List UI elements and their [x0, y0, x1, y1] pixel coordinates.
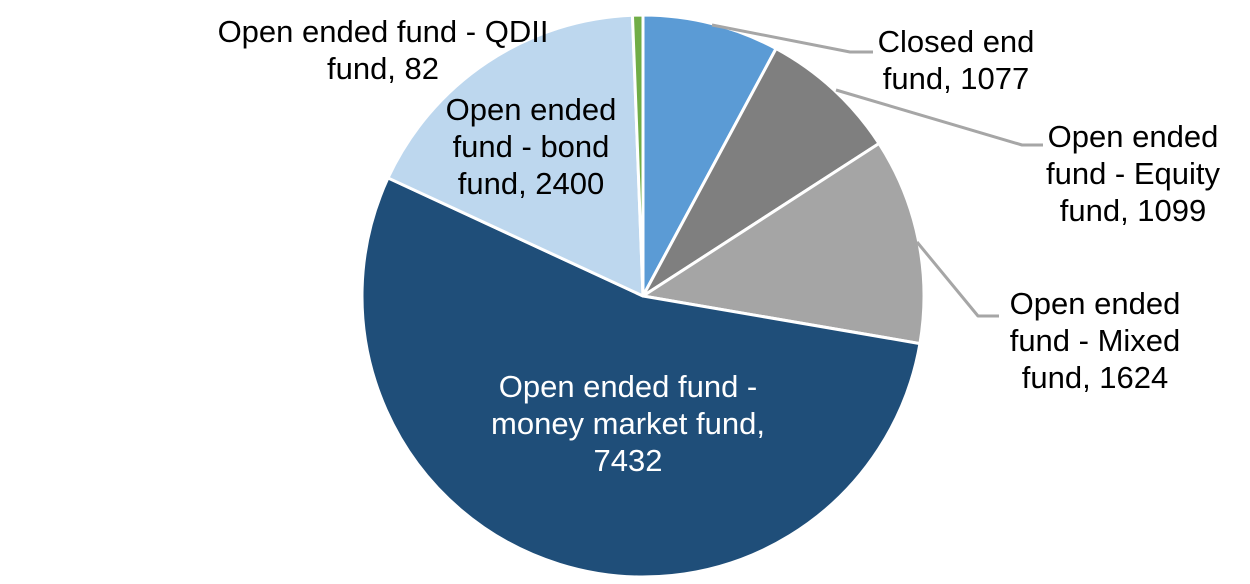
leader-line-mixed-fund: [915, 241, 999, 318]
leader-line-equity-fund: [835, 88, 1043, 147]
data-label-line: 7432: [593, 443, 663, 478]
data-label-line: fund - Equity: [1045, 156, 1221, 191]
leader-line-closed-end-fund: [711, 23, 873, 54]
data-label-line: money market fund,: [491, 406, 765, 441]
pie-slice-open-ended-fund-mixed-fund: [641, 141, 926, 346]
data-label-line: fund, 1099: [1059, 193, 1207, 228]
data-label-closed-end-fund: Closed end fund, 1077: [806, 23, 1106, 97]
data-label-line: fund, 1624: [1021, 360, 1169, 395]
data-label-line: Open ended: [1009, 286, 1181, 321]
data-label-line: Open ended fund -: [498, 369, 758, 404]
data-label-line: Open ended fund - QDII: [217, 14, 549, 49]
data-label-line: Open ended: [445, 92, 617, 127]
data-label-line: fund - Mixed: [1009, 323, 1181, 358]
data-label-line: Closed end: [877, 24, 1035, 59]
pie-slice-open-ended-fund-qdii-fund: [630, 13, 645, 298]
pie-slice-open-ended-fund-equity-fund: [641, 47, 881, 298]
pie-slice-closed-end-fund: [641, 13, 778, 298]
data-label-line: fund, 1077: [882, 61, 1030, 96]
data-label-open-ended-fund-qdii: Open ended fund - QDII fund, 82: [183, 13, 583, 87]
data-label-line: fund, 82: [326, 51, 440, 86]
pie-slice-open-ended-fund-money-market-fund: [360, 176, 922, 579]
pie-slice-open-ended-fund-bond-fund: [386, 13, 645, 298]
data-label-line: fund, 2400: [457, 166, 605, 201]
data-label-open-ended-fund-bond: Open ended fund - bond fund, 2400: [381, 91, 681, 202]
data-label-line: Open ended: [1047, 119, 1219, 154]
data-label-open-ended-fund-money-market: Open ended fund - money market fund, 743…: [453, 368, 803, 479]
data-label-open-ended-fund-mixed: Open ended fund - Mixed fund, 1624: [945, 285, 1245, 396]
data-label-line: fund - bond: [452, 129, 610, 164]
data-label-open-ended-fund-equity: Open ended fund - Equity fund, 1099: [983, 118, 1250, 229]
